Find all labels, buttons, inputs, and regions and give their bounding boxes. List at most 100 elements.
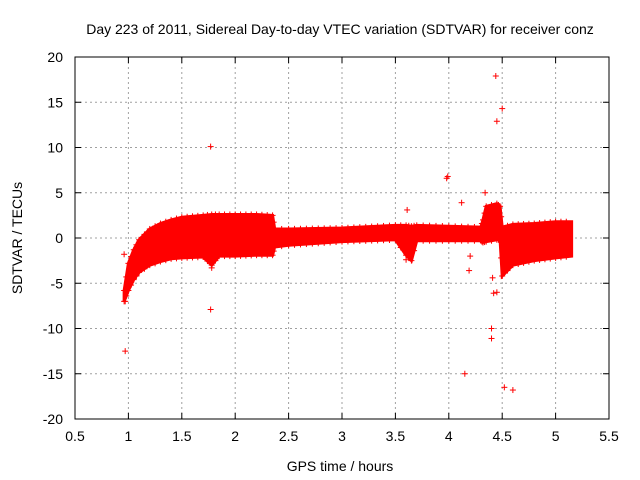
band-marker <box>488 201 495 208</box>
band-marker <box>184 254 191 261</box>
band-marker <box>315 225 322 232</box>
band-marker <box>128 253 135 260</box>
band-marker <box>481 210 488 217</box>
outlier-point <box>207 143 214 150</box>
band-marker <box>253 252 260 259</box>
band-marker <box>499 224 506 231</box>
band-marker <box>520 259 527 266</box>
band-marker <box>173 215 180 222</box>
x-tick-label: 0.5 <box>65 428 85 444</box>
band-marker <box>309 225 316 232</box>
x-axis-label: GPS time / hours <box>287 458 394 474</box>
band-marker <box>386 222 393 229</box>
band-marker <box>504 222 511 229</box>
band-marker <box>465 237 472 244</box>
y-tick-label: 5 <box>55 185 63 201</box>
band-marker <box>458 237 465 244</box>
band-marker <box>536 220 543 227</box>
band-marker <box>525 220 532 227</box>
outlier-point <box>444 173 451 180</box>
band-marker <box>204 258 211 265</box>
band-marker <box>413 222 420 229</box>
outlier-point <box>499 105 506 112</box>
x-tick-label: 1.5 <box>172 428 192 444</box>
band-marker <box>291 241 298 248</box>
band-marker <box>420 237 427 244</box>
outlier-point <box>488 335 495 342</box>
band-marker <box>178 254 185 261</box>
band-marker <box>242 252 249 259</box>
band-marker <box>368 223 375 230</box>
band-marker <box>531 257 538 264</box>
band-marker <box>258 211 265 218</box>
band-marker <box>125 260 132 267</box>
band-marker <box>285 242 292 249</box>
band-marker <box>278 243 285 250</box>
band-marker <box>483 203 490 210</box>
dense-scatter-band <box>121 200 574 305</box>
band-marker <box>189 213 196 220</box>
outlier-points <box>121 73 516 394</box>
band-marker <box>128 282 135 289</box>
band-marker <box>212 257 219 264</box>
band-marker <box>221 253 228 260</box>
band-marker <box>216 253 223 260</box>
band-marker <box>477 224 484 231</box>
band-marker <box>498 213 505 220</box>
band-marker <box>536 256 543 263</box>
y-axis-label: SDTVAR / TECUs <box>9 182 25 294</box>
outlier-point <box>122 348 129 355</box>
band-marker <box>264 252 271 259</box>
band-marker <box>242 211 249 218</box>
band-marker <box>237 211 244 218</box>
band-marker <box>248 211 255 218</box>
outlier-point <box>490 290 497 297</box>
band-marker <box>130 276 137 283</box>
band-marker <box>221 211 228 218</box>
band-marker <box>374 223 381 230</box>
band-marker <box>309 240 316 247</box>
chart-title: Day 223 of 2011, Sidereal Day-to-day VTE… <box>86 21 594 37</box>
band-marker <box>445 223 452 230</box>
band-marker <box>200 254 207 261</box>
band-marker <box>515 261 522 268</box>
band-marker <box>291 225 298 232</box>
x-tick-label: 4.5 <box>492 428 512 444</box>
outlier-point <box>492 73 499 80</box>
band-marker <box>237 252 244 259</box>
x-tick-label: 3 <box>338 428 346 444</box>
outlier-point <box>461 370 468 377</box>
band-marker <box>136 236 143 243</box>
band-marker <box>146 262 153 269</box>
band-marker <box>499 273 506 280</box>
band-marker <box>162 257 169 264</box>
band-marker <box>232 253 239 260</box>
band-marker <box>504 267 511 274</box>
band-marker <box>497 203 504 210</box>
band-marker <box>483 238 490 245</box>
band-marker <box>439 237 446 244</box>
x-tick-label: 2 <box>231 428 239 444</box>
band-marker <box>297 225 304 232</box>
outlier-point <box>403 256 410 263</box>
band-marker <box>531 220 538 227</box>
band-envelope <box>122 201 574 302</box>
band-marker <box>168 216 175 223</box>
y-tick-label: -20 <box>43 411 63 427</box>
band-marker <box>178 214 185 221</box>
band-marker <box>327 239 334 246</box>
band-marker <box>432 222 439 229</box>
outlier-point <box>466 267 473 274</box>
band-marker <box>413 237 420 244</box>
band-marker <box>226 211 233 218</box>
band-marker <box>173 255 180 262</box>
x-tick-label: 5 <box>552 428 560 444</box>
band-marker <box>125 287 132 294</box>
band-marker <box>152 223 159 230</box>
band-marker <box>232 211 239 218</box>
band-marker <box>278 225 285 232</box>
band-marker <box>271 244 278 251</box>
x-axis: 0.5 1 1.5 2 2.5 3 3.5 4 4.5 5 5.5 <box>65 57 619 444</box>
y-tick-label: 20 <box>47 49 63 65</box>
